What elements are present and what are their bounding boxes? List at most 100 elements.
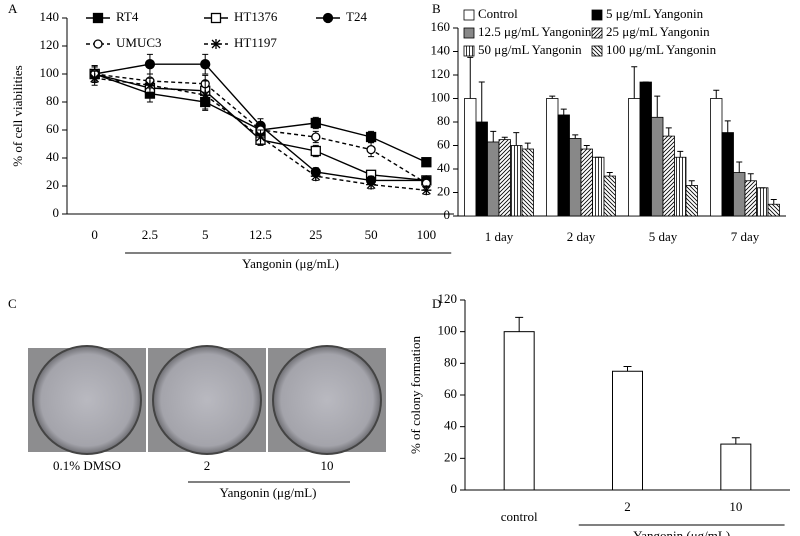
x-tick-label: 2 day: [567, 229, 596, 244]
error-bar: [631, 66, 638, 99]
y-tick-label: 120: [438, 291, 458, 306]
y-tick-label: 80: [444, 354, 457, 369]
legend-label: 25 μg/mL Yangonin: [606, 24, 710, 39]
bar: [628, 98, 641, 217]
error-bar: [665, 127, 672, 137]
bar: [733, 172, 746, 217]
legend-swatch: [591, 9, 603, 21]
error-bar: [770, 199, 777, 205]
error-bar: [515, 316, 524, 332]
legend-swatch: [463, 9, 475, 21]
legend-marker: [92, 12, 104, 24]
bar: [603, 175, 616, 217]
x-tick-label: 50: [365, 227, 378, 242]
error-bar: [713, 89, 720, 99]
y-axis-label: % of cell viabilities: [10, 65, 25, 166]
legend-label: HT1376: [234, 9, 278, 24]
marker: [421, 185, 432, 196]
x-tick-label: 5: [202, 227, 209, 242]
bar: [710, 98, 723, 217]
y-tick-label: 60: [444, 386, 457, 401]
bar: [685, 185, 698, 217]
dish: [32, 345, 142, 455]
dish: [152, 345, 262, 455]
photo-label: 0.1% DMSO: [53, 458, 121, 473]
error-bar: [467, 56, 474, 99]
bar: [580, 148, 593, 217]
marker: [200, 90, 211, 100]
bar: [503, 331, 535, 491]
x-tick-label: 25: [309, 227, 322, 242]
bar: [475, 121, 488, 217]
legend-label: T24: [346, 9, 367, 24]
legend-swatch: [591, 45, 603, 57]
legend-marker: [322, 12, 334, 24]
y-tick-label: 40: [444, 418, 457, 433]
marker: [311, 132, 321, 142]
x-tick-label: 1 day: [485, 229, 514, 244]
photo-panel: 0.1% DMSO 2 10 Yangonin (μg/mL) C: [8, 296, 386, 500]
error-bar: [572, 134, 579, 139]
bar: [744, 180, 757, 217]
error-bar: [501, 136, 508, 140]
panel-label: A: [8, 1, 18, 16]
bar: [639, 81, 652, 217]
marker: [365, 131, 377, 143]
bar: [662, 135, 675, 217]
marker: [200, 59, 211, 70]
error-bar: [606, 172, 613, 177]
bar: [720, 443, 752, 491]
error-bar: [513, 132, 520, 146]
panel-label: B: [432, 1, 441, 16]
bar: [612, 370, 643, 491]
panel-label: D: [432, 296, 441, 311]
y-tick-label: 20: [444, 449, 457, 464]
bar: [498, 139, 511, 217]
y-tick-label: 80: [437, 113, 450, 128]
legend-label: HT1197: [234, 35, 277, 50]
error-bar: [724, 120, 731, 133]
y-tick-label: 100: [438, 323, 458, 338]
error-bar: [736, 161, 743, 173]
bar: [674, 156, 687, 217]
y-tick-label: 100: [431, 89, 451, 104]
x-axis-label: Yangonin (μg/mL): [633, 528, 730, 536]
bar: [464, 98, 477, 217]
y-tick-label: 140: [431, 42, 451, 57]
error-bar: [677, 150, 684, 158]
x-tick-label: control: [501, 509, 538, 524]
y-tick-label: 140: [40, 9, 60, 24]
bar: [756, 187, 769, 217]
marker: [421, 157, 432, 168]
bar: [546, 98, 559, 217]
y-tick-label: 0: [451, 481, 458, 496]
y-tick-label: 100: [40, 65, 60, 80]
bar: [557, 114, 570, 217]
y-tick-label: 120: [431, 66, 451, 81]
marker: [310, 117, 321, 129]
y-axis-label: % of colony formation: [408, 335, 423, 454]
y-tick-label: 20: [46, 177, 59, 192]
legend-swatch: [591, 27, 603, 39]
bar: [569, 138, 582, 217]
error-bar: [490, 130, 497, 142]
x-tick-label: 100: [417, 227, 437, 242]
legend-label: 12.5 μg/mL Yangonin: [478, 24, 592, 39]
error-bar: [747, 173, 754, 181]
legend-label: RT4: [116, 9, 139, 24]
error-bar: [731, 437, 740, 445]
y-tick-label: 60: [437, 136, 450, 151]
error-bar: [623, 366, 632, 372]
error-bar: [478, 81, 485, 122]
error-bar: [524, 142, 531, 150]
x-tick-label: 0: [91, 227, 98, 242]
legend-label: 5 μg/mL Yangonin: [606, 6, 704, 21]
x-tick-label: 2: [624, 499, 631, 514]
x-tick-label: 12.5: [249, 227, 272, 242]
legend-swatch: [463, 27, 475, 39]
marker: [144, 80, 155, 91]
marker: [144, 59, 156, 70]
legend-marker: [210, 12, 222, 24]
